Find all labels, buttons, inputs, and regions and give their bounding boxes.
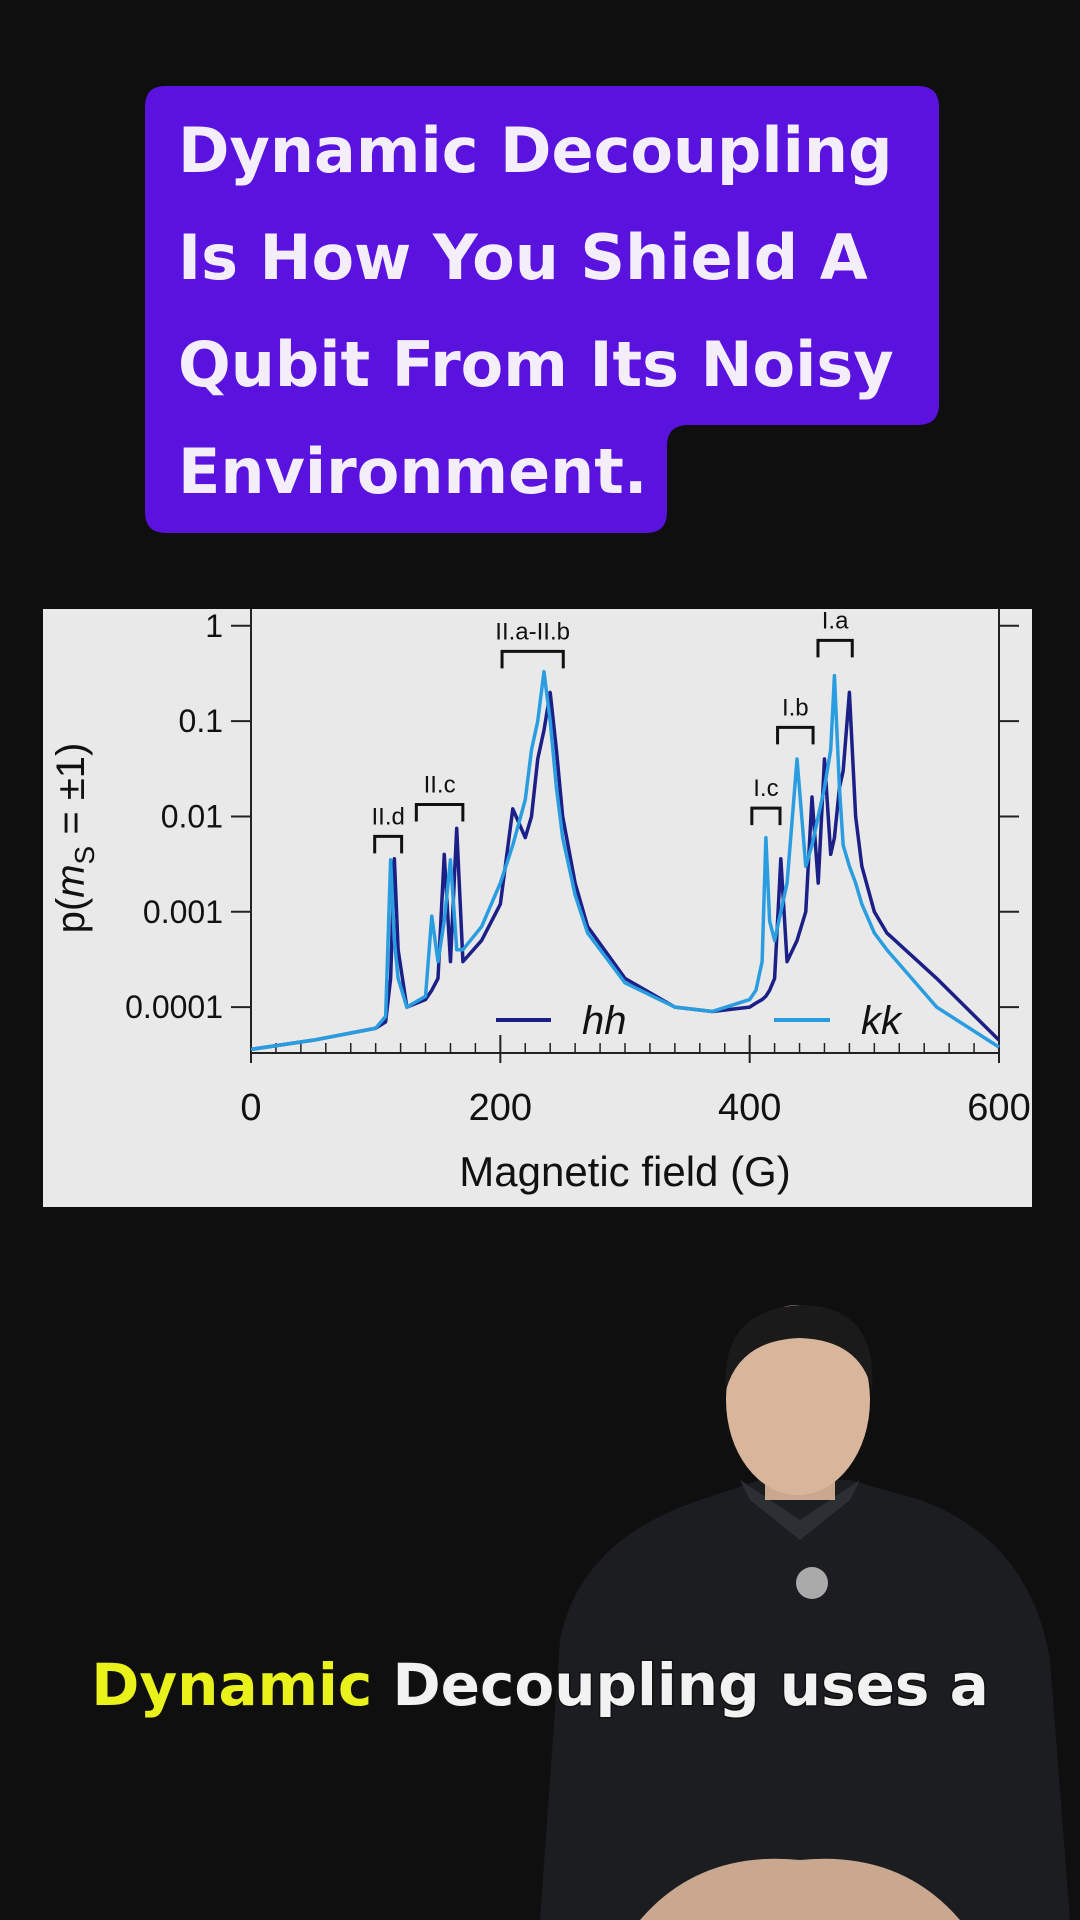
annotation-bracket xyxy=(414,802,465,822)
y-axis-label-part: = ±1) xyxy=(49,743,93,846)
y-axis-label-part: p( xyxy=(49,897,93,933)
hair xyxy=(725,1305,873,1390)
y-tick-label: 0.001 xyxy=(143,894,223,930)
shirt xyxy=(540,1480,1070,1920)
annotation-label: II.a-II.b xyxy=(495,618,570,645)
headline-line: Is How You Shield A xyxy=(178,221,868,294)
annotation-label: I.a xyxy=(822,607,849,634)
headline-line: Environment. xyxy=(178,435,647,508)
x-tick-label: 600 xyxy=(967,1087,1030,1129)
headline-line: Qubit From Its Noisy xyxy=(178,328,894,401)
annotation-label: I.b xyxy=(782,694,809,721)
annotation-label: I.c xyxy=(753,775,778,802)
x-tick-label: 400 xyxy=(718,1087,781,1129)
y-axis-label: p(mS = ±1) xyxy=(49,743,100,934)
annotation-bracket xyxy=(500,649,565,669)
x-tick-label: 200 xyxy=(469,1087,532,1129)
caption-text: Decoupling uses a xyxy=(393,1651,989,1719)
face xyxy=(726,1305,870,1495)
annotation-bracket xyxy=(373,834,404,854)
y-tick-label: 0.1 xyxy=(179,703,223,739)
caption: Dynamic Decoupling uses a xyxy=(91,1651,989,1719)
series-line xyxy=(250,669,1000,1052)
legend-label: kk xyxy=(861,999,903,1043)
y-tick-label: 1 xyxy=(205,608,223,644)
headline-box xyxy=(145,86,939,533)
collar xyxy=(740,1480,860,1540)
hands xyxy=(640,1858,960,1920)
presenter xyxy=(540,1305,1070,1920)
annotation-bracket xyxy=(816,638,854,658)
series-line xyxy=(250,690,1001,1052)
y-axis-label-part: m xyxy=(49,864,93,897)
microphone xyxy=(796,1567,828,1599)
y-axis-label-part: S xyxy=(69,846,100,865)
annotation-label: II.c xyxy=(424,771,456,798)
annotation-label: II.d xyxy=(371,803,404,830)
x-tick-label: 0 xyxy=(240,1087,261,1129)
x-axis-label: Magnetic field (G) xyxy=(459,1148,790,1195)
caption-highlight: Dynamic xyxy=(91,1651,372,1719)
y-tick-label: 0.01 xyxy=(161,798,223,834)
annotation-bracket xyxy=(776,725,815,745)
y-tick-label: 0.0001 xyxy=(125,989,223,1025)
headline-line: Dynamic Decoupling xyxy=(178,114,892,187)
legend-label: hh xyxy=(582,999,627,1043)
chart-panel xyxy=(43,609,1032,1207)
annotation-bracket xyxy=(750,806,782,826)
chart: 1 0.1 0.01 0.001 0.0001 0 200 400 600 Magnetic fi… xyxy=(49,607,1031,1195)
